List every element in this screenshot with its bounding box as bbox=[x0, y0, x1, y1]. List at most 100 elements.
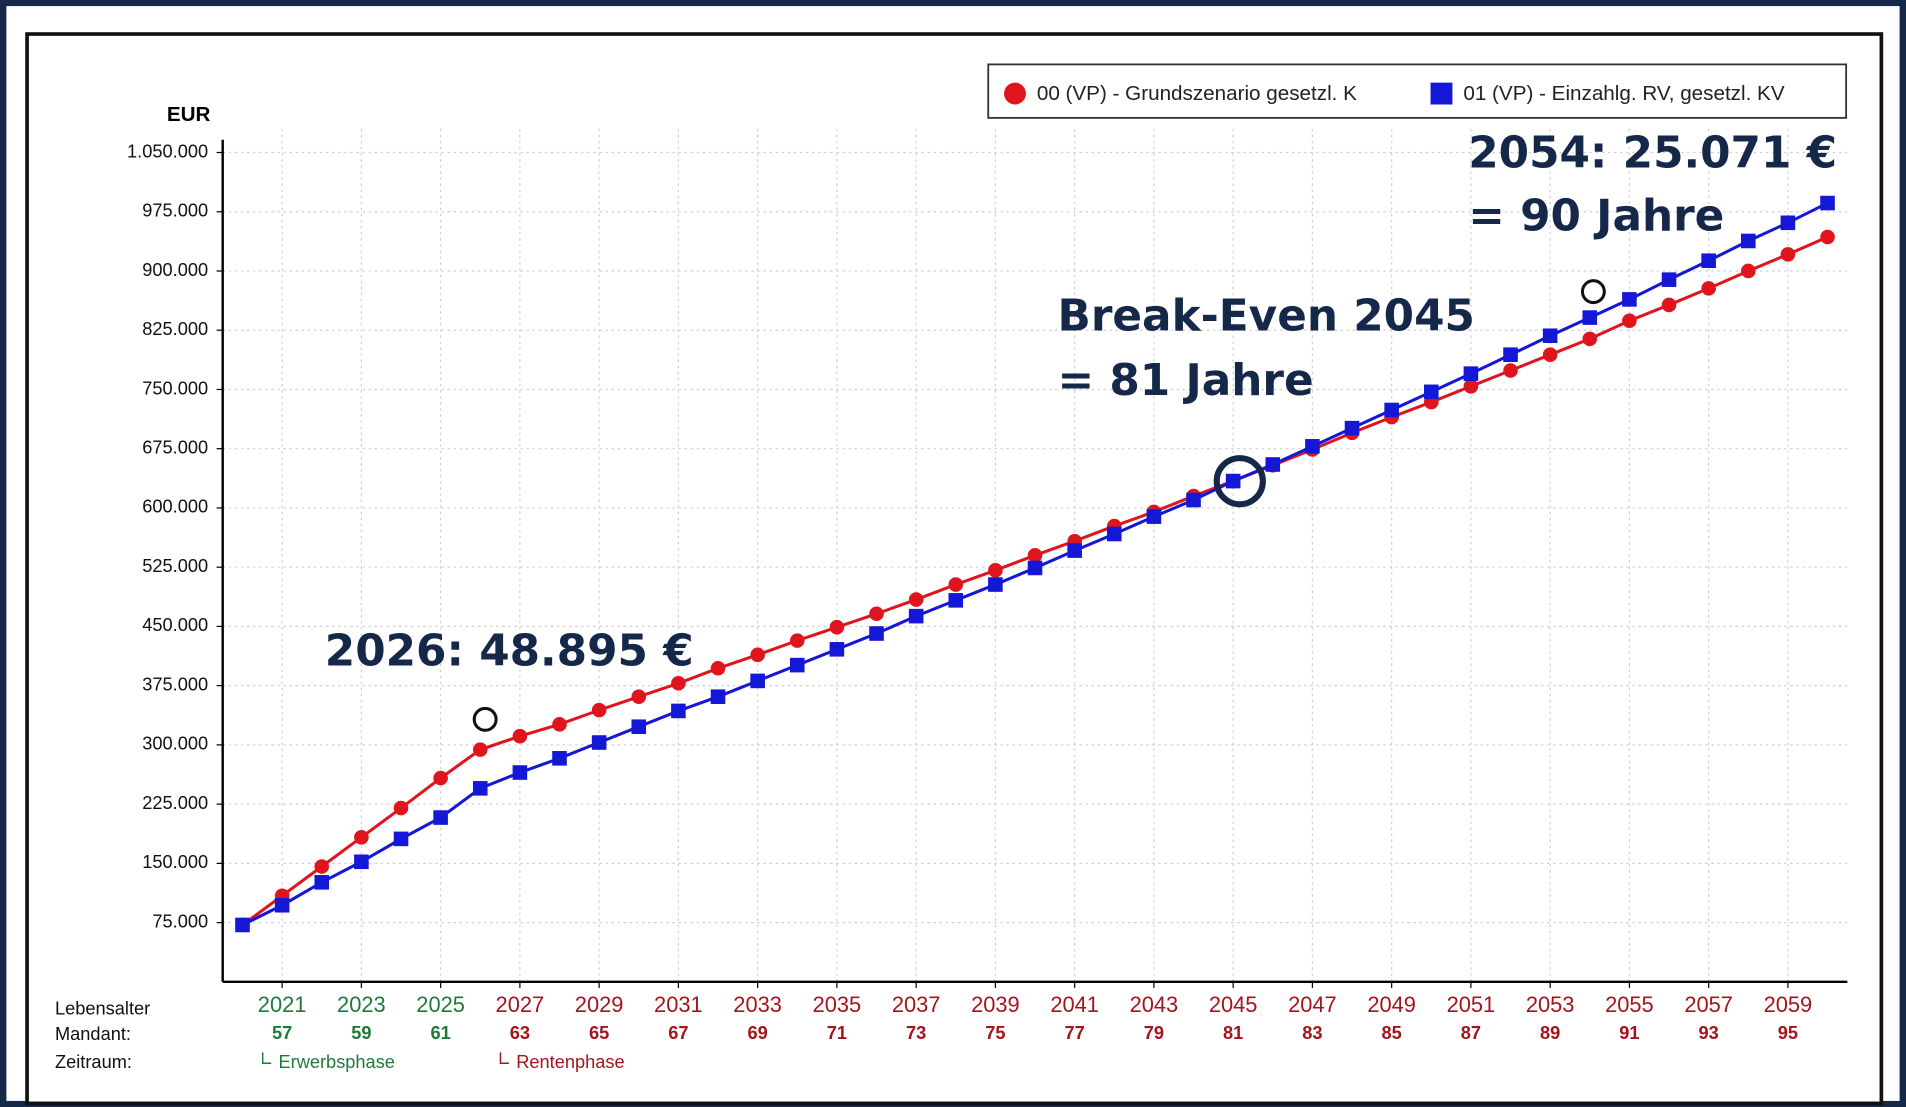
y-tick-label: 225.000 bbox=[142, 793, 208, 813]
data-point bbox=[235, 917, 250, 933]
row-label: Lebensalter bbox=[55, 999, 150, 1019]
age-label: 59 bbox=[351, 1023, 371, 1043]
age-label: 67 bbox=[668, 1023, 688, 1043]
highlight-circle bbox=[1580, 279, 1606, 305]
phase-label: Rentenphase bbox=[516, 1052, 624, 1072]
x-tick-label: 2049 bbox=[1367, 992, 1416, 1017]
data-point bbox=[393, 831, 409, 847]
data-point bbox=[314, 875, 330, 890]
data-point bbox=[314, 859, 330, 874]
data-point bbox=[1146, 509, 1162, 524]
data-point bbox=[472, 781, 488, 796]
data-point bbox=[433, 810, 448, 825]
y-tick-label: 300.000 bbox=[142, 734, 208, 754]
data-point bbox=[1027, 548, 1043, 563]
age-label: 85 bbox=[1382, 1023, 1402, 1043]
x-tick-label: 2025 bbox=[416, 992, 465, 1017]
y-tick-label: 375.000 bbox=[142, 674, 208, 694]
data-point bbox=[472, 742, 488, 757]
data-point bbox=[1701, 253, 1716, 269]
data-point bbox=[710, 689, 726, 704]
data-point bbox=[829, 642, 845, 657]
age-label: 83 bbox=[1302, 1023, 1322, 1043]
age-label: 61 bbox=[431, 1023, 451, 1043]
age-label: 87 bbox=[1461, 1023, 1481, 1043]
legend-marker bbox=[1430, 82, 1453, 105]
x-tick-label: 2053 bbox=[1526, 992, 1575, 1017]
data-point bbox=[671, 675, 686, 691]
data-point bbox=[1067, 543, 1082, 558]
data-point bbox=[1661, 297, 1677, 313]
data-point bbox=[1701, 281, 1716, 296]
age-label: 81 bbox=[1223, 1023, 1243, 1043]
data-point bbox=[948, 593, 964, 608]
data-point bbox=[512, 728, 528, 744]
y-axis-label: EUR bbox=[167, 103, 211, 126]
age-label: 93 bbox=[1699, 1023, 1719, 1043]
data-point bbox=[671, 703, 686, 719]
x-tick-label: 2031 bbox=[654, 992, 703, 1017]
data-point bbox=[1384, 402, 1399, 418]
x-tick-label: 2055 bbox=[1605, 992, 1654, 1017]
legend-label: 01 (VP) - Einzahlg. RV, gesetzl. KV bbox=[1463, 82, 1784, 105]
y-tick-label: 600.000 bbox=[142, 497, 208, 517]
y-tick-label: 75.000 bbox=[152, 911, 208, 931]
data-point bbox=[552, 751, 567, 766]
data-point bbox=[1820, 195, 1835, 211]
data-point bbox=[1582, 310, 1598, 325]
data-point bbox=[1661, 272, 1677, 287]
data-point bbox=[1622, 313, 1637, 329]
y-tick-label: 900.000 bbox=[142, 260, 208, 280]
age-label: 69 bbox=[748, 1023, 768, 1043]
data-point bbox=[1780, 215, 1796, 231]
age-label: 57 bbox=[272, 1023, 292, 1043]
data-point bbox=[274, 897, 290, 913]
data-point bbox=[512, 765, 528, 780]
data-point bbox=[1503, 363, 1518, 378]
data-point bbox=[1582, 331, 1598, 347]
age-label: 89 bbox=[1540, 1023, 1560, 1043]
y-tick-label: 975.000 bbox=[142, 201, 208, 221]
age-label: 73 bbox=[906, 1023, 926, 1043]
y-tick-label: 825.000 bbox=[142, 319, 208, 339]
x-tick-label: 2041 bbox=[1050, 992, 1099, 1017]
data-point bbox=[1265, 457, 1281, 472]
data-point bbox=[1344, 420, 1360, 436]
data-point bbox=[1225, 473, 1241, 489]
y-tick-label: 450.000 bbox=[142, 615, 208, 635]
age-label: 75 bbox=[985, 1023, 1005, 1043]
legend-label: 00 (VP) - Grundszenario gesetzl. K bbox=[1037, 82, 1357, 105]
x-tick-label: 2021 bbox=[258, 992, 307, 1017]
data-point bbox=[1463, 379, 1479, 394]
data-point bbox=[789, 633, 805, 648]
data-point bbox=[552, 717, 567, 732]
phase-marker bbox=[499, 1052, 509, 1064]
data-point bbox=[1542, 347, 1558, 362]
x-tick-label: 2057 bbox=[1684, 992, 1733, 1017]
age-label: 77 bbox=[1065, 1023, 1085, 1043]
age-label: 95 bbox=[1778, 1023, 1798, 1043]
data-point bbox=[750, 647, 765, 663]
data-point bbox=[433, 770, 448, 786]
x-tick-label: 2029 bbox=[575, 992, 624, 1017]
data-point bbox=[1542, 328, 1558, 344]
data-point bbox=[354, 830, 369, 845]
annotation: = 81 Jahre bbox=[1058, 355, 1314, 406]
y-tick-label: 675.000 bbox=[142, 438, 208, 458]
data-point bbox=[988, 563, 1003, 578]
data-point bbox=[591, 735, 607, 750]
data-point bbox=[393, 800, 409, 816]
data-point bbox=[1106, 526, 1122, 542]
data-point bbox=[829, 619, 845, 635]
x-tick-label: 2039 bbox=[971, 992, 1020, 1017]
data-point bbox=[908, 592, 924, 607]
data-point bbox=[869, 626, 884, 641]
x-tick-label: 2023 bbox=[337, 992, 386, 1017]
data-point bbox=[1780, 247, 1796, 262]
data-point bbox=[1186, 492, 1201, 508]
data-point bbox=[1503, 347, 1518, 362]
data-point bbox=[1423, 384, 1439, 400]
data-point bbox=[948, 577, 964, 592]
data-point bbox=[631, 719, 647, 735]
data-point bbox=[1622, 292, 1637, 307]
